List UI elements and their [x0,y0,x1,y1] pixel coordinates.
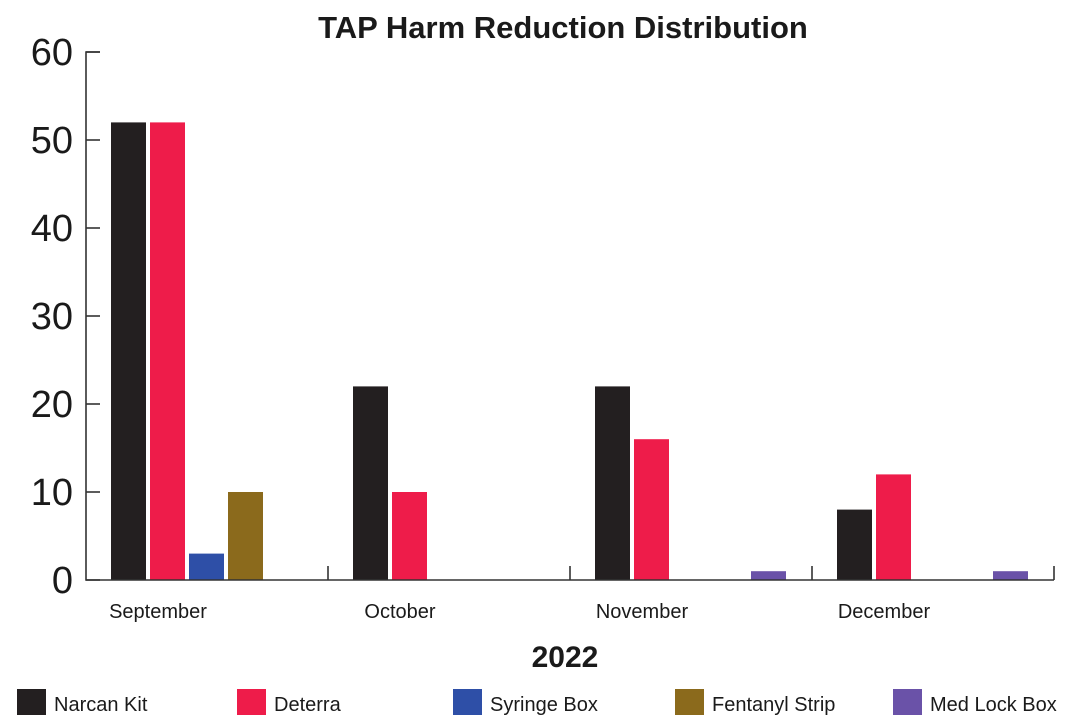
legend: Narcan Kit Deterra Syringe Box Fentanyl Str… [17,689,1057,716]
legend-swatch [17,689,46,715]
bar-fentanyl-strip-september [228,492,263,580]
bar-narcan-kit-september [111,122,146,581]
legend-label: Deterra [274,694,342,716]
x-tick-label: November [596,601,689,623]
x-tick-label: September [109,601,207,623]
x-axis-ticks: September October November December [109,566,1055,623]
bar-narcan-kit-october [353,386,388,580]
legend-label: Narcan Kit [54,694,148,716]
bar-deterra-november [634,439,669,580]
y-tick-label: 20 [31,384,73,426]
x-axis-label: 2022 [532,641,599,674]
x-tick-label: December [838,601,931,623]
y-axis-ticks: 0 10 20 30 40 50 60 [31,32,100,602]
bar-med-lock-box-december [993,571,1028,580]
legend-label: Syringe Box [490,694,598,716]
legend-swatch [237,689,266,715]
chart-title: TAP Harm Reduction Distribution [318,10,808,45]
bar-deterra-october [392,492,427,580]
y-tick-label: 10 [31,472,73,514]
legend-swatch [893,689,922,715]
legend-label: Fentanyl Strip [712,694,835,716]
y-tick-label: 50 [31,120,73,162]
legend-label: Med Lock Box [930,694,1057,716]
legend-swatch [675,689,704,715]
legend-swatch [453,689,482,715]
y-tick-label: 60 [31,32,73,74]
bars-group [111,122,1028,581]
bar-syringe-box-september [189,553,224,580]
bar-narcan-kit-november [595,386,630,580]
y-tick-label: 30 [31,296,73,338]
bar-narcan-kit-december [837,509,872,580]
y-tick-label: 0 [52,560,73,602]
bar-med-lock-box-november [751,571,786,580]
y-tick-label: 40 [31,208,73,250]
bar-deterra-december [876,474,911,580]
bar-deterra-september [150,122,185,581]
x-tick-label: October [364,601,435,623]
